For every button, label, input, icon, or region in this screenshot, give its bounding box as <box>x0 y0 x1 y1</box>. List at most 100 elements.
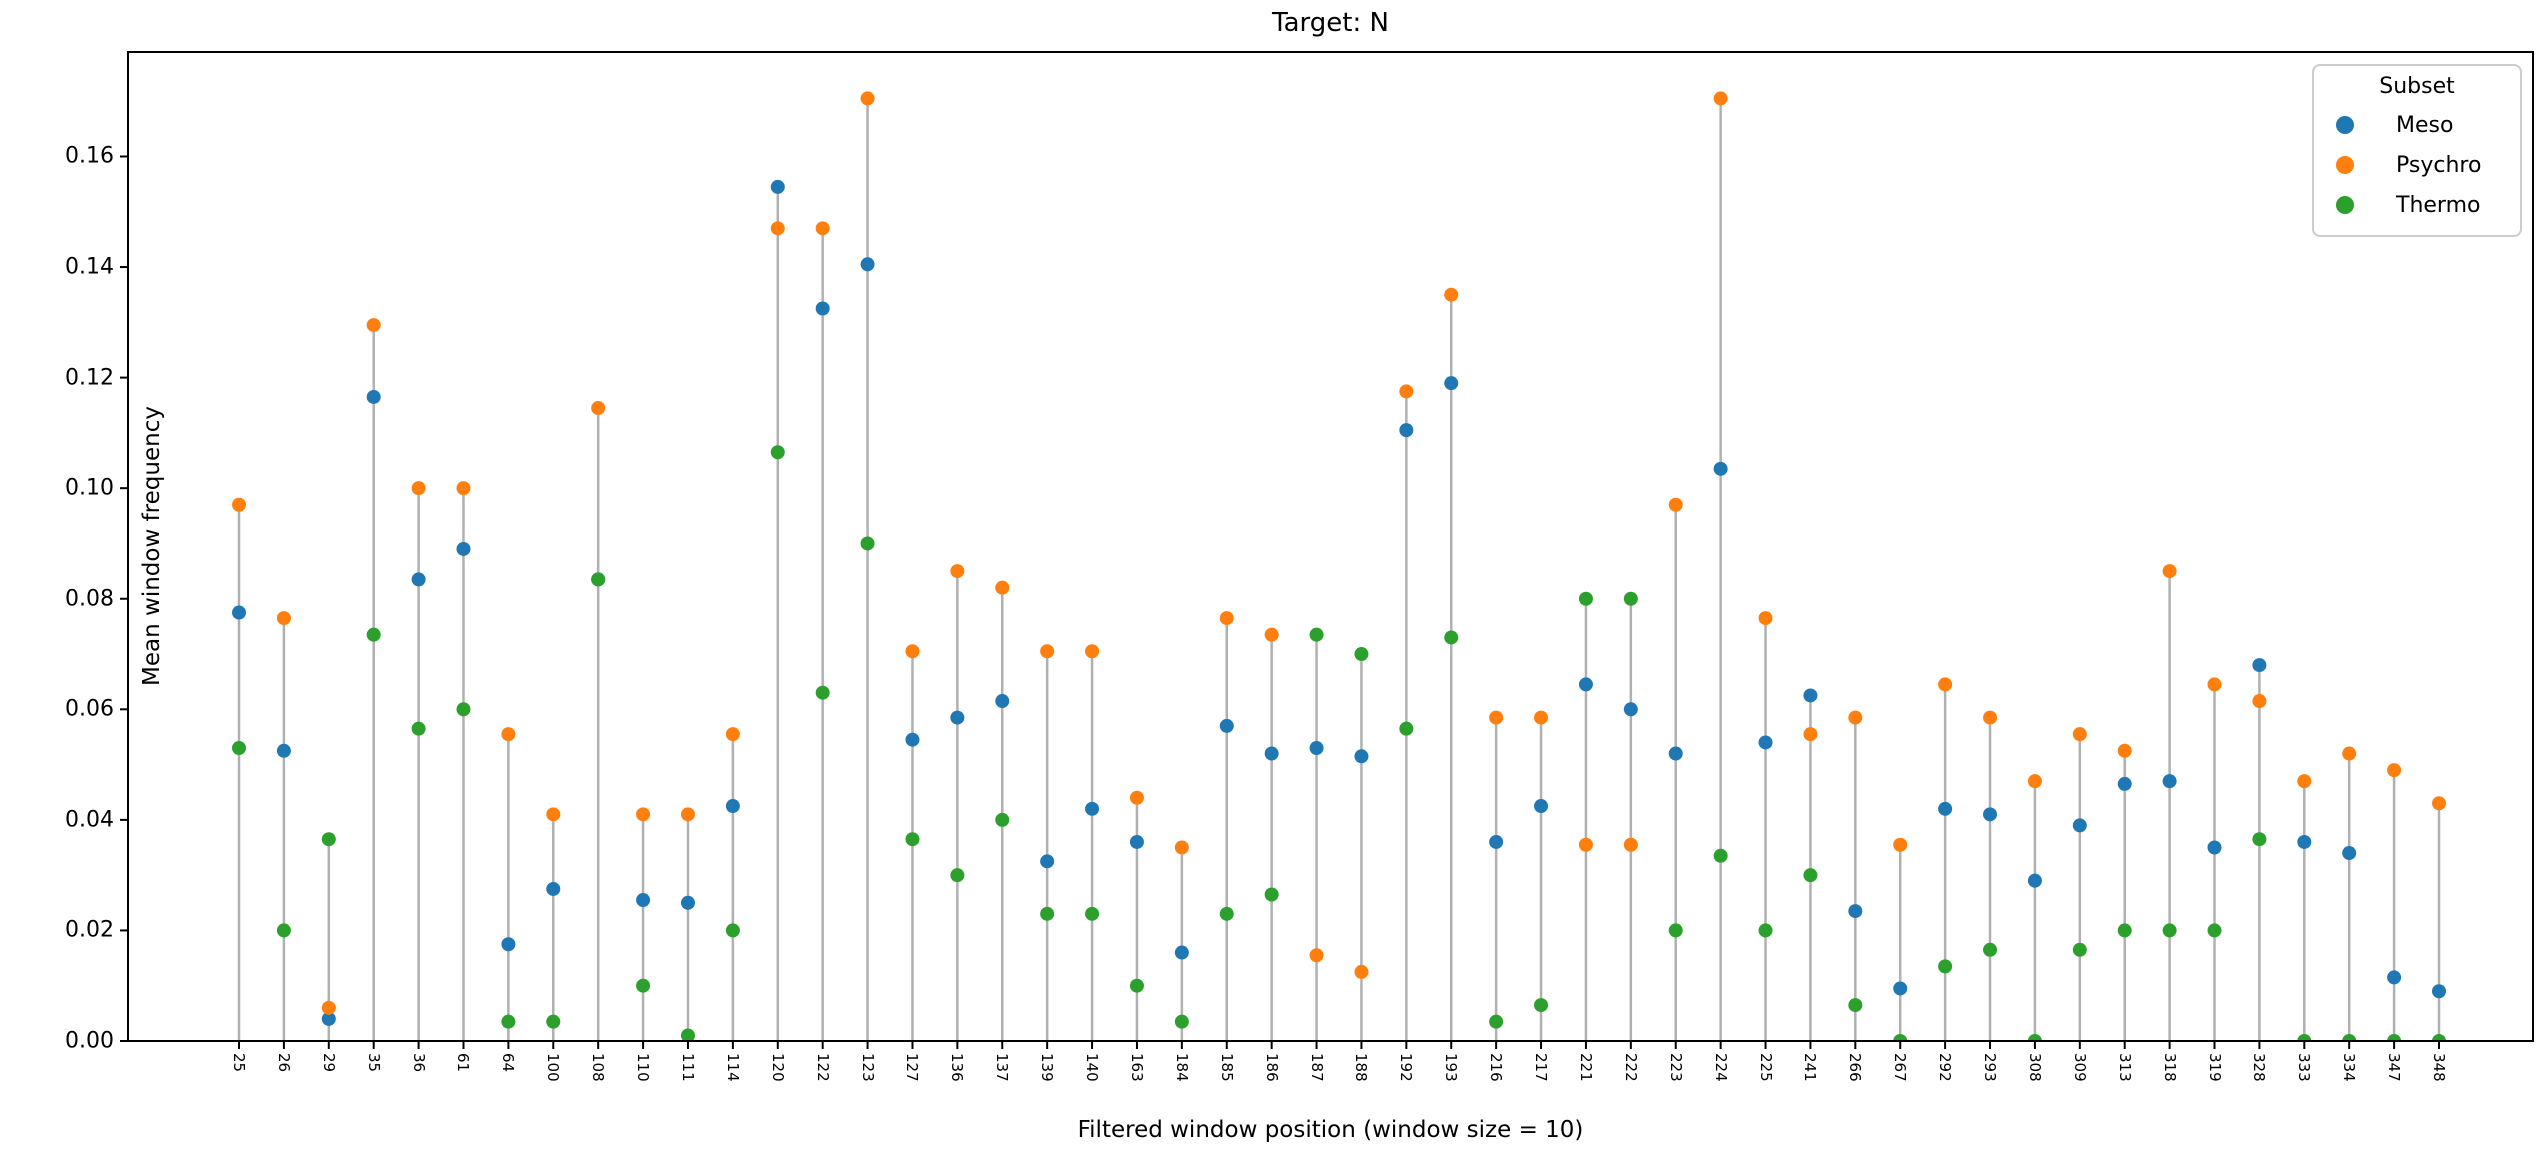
data-point <box>1174 840 1189 855</box>
y-tick-label: 0.12 <box>65 365 114 391</box>
data-point <box>1264 887 1279 902</box>
data-point <box>1534 799 1549 814</box>
data-point <box>1354 647 1369 662</box>
data-point <box>2252 694 2267 709</box>
data-point <box>1174 945 1189 960</box>
data-point <box>1578 591 1593 606</box>
data-point <box>815 221 830 236</box>
legend-swatch-icon <box>2336 116 2354 134</box>
series-points-meso <box>232 179 2446 1026</box>
x-tick-label: 216 <box>1487 1053 1506 1082</box>
data-point <box>1893 981 1908 996</box>
data-point <box>2072 818 2087 833</box>
data-point <box>860 257 875 272</box>
data-point <box>2162 564 2177 579</box>
data-point <box>725 727 740 742</box>
data-point <box>1758 923 1773 938</box>
data-point <box>636 893 651 908</box>
x-tick-label: 61 <box>454 1053 473 1073</box>
data-point <box>2207 840 2222 855</box>
data-point <box>905 644 920 659</box>
data-point <box>1444 630 1459 645</box>
data-point <box>2252 658 2267 673</box>
legend-item-psychro: Psychro <box>2314 145 2520 185</box>
data-point <box>546 807 561 822</box>
data-point <box>2072 727 2087 742</box>
data-point <box>770 221 785 236</box>
x-tick-label: 328 <box>2250 1053 2269 1082</box>
data-point <box>1489 1014 1504 1029</box>
data-point <box>1085 644 1100 659</box>
data-point <box>1444 287 1459 302</box>
data-point <box>770 445 785 460</box>
legend: Subset Meso Psychro Thermo <box>2312 64 2522 237</box>
data-point <box>1803 727 1818 742</box>
data-point <box>1354 964 1369 979</box>
data-point <box>2387 763 2402 778</box>
data-point <box>905 832 920 847</box>
data-point <box>321 832 336 847</box>
y-tick-label: 0.14 <box>65 254 114 280</box>
data-point <box>456 702 471 717</box>
x-tick-label: 193 <box>1442 1053 1461 1082</box>
y-tick-label: 0.02 <box>65 917 114 943</box>
x-tick-label: 137 <box>993 1053 1012 1082</box>
data-point <box>2162 774 2177 789</box>
data-point <box>1085 801 1100 816</box>
data-point <box>411 572 426 587</box>
data-point <box>2342 746 2357 761</box>
data-point <box>276 611 291 626</box>
x-tick-label: 26 <box>274 1053 293 1073</box>
data-point <box>1938 801 1953 816</box>
axes-spines <box>127 51 2534 1042</box>
data-point <box>456 541 471 556</box>
chart-title: Target: N <box>1272 8 1389 38</box>
x-tick-label: 127 <box>903 1053 922 1082</box>
x-tick-label: 139 <box>1038 1053 1057 1082</box>
x-tick-label: 185 <box>1217 1053 1236 1082</box>
data-point <box>1219 906 1234 921</box>
x-axis-label: Filtered window position (window size = … <box>1077 1117 1584 1143</box>
data-point <box>1668 923 1683 938</box>
data-point <box>1264 627 1279 642</box>
x-tick-label: 293 <box>1981 1053 2000 1082</box>
data-point <box>995 580 1010 595</box>
data-point <box>1219 611 1234 626</box>
data-point <box>1938 677 1953 692</box>
data-point <box>1489 710 1504 725</box>
x-tick-label: 308 <box>2025 1053 2044 1082</box>
x-tick-label: 29 <box>319 1053 338 1073</box>
stem-lines <box>237 98 2441 1041</box>
data-point <box>815 685 830 700</box>
x-tick-label: 114 <box>723 1053 742 1082</box>
data-point <box>232 605 246 620</box>
data-point <box>2117 776 2132 791</box>
data-point <box>1085 906 1100 921</box>
data-point <box>905 732 920 747</box>
legend-items: Meso Psychro Thermo <box>2314 105 2520 225</box>
data-point <box>725 799 740 814</box>
data-point <box>2162 923 2177 938</box>
x-tick-label: 136 <box>948 1053 967 1082</box>
data-point <box>1309 627 1324 642</box>
data-point <box>1983 942 1998 957</box>
series-points-thermo <box>232 445 2446 1042</box>
data-point <box>950 564 965 579</box>
x-tick-label: 192 <box>1397 1053 1416 1082</box>
x-tick-label: 108 <box>589 1053 608 1082</box>
data-point <box>1668 746 1683 761</box>
data-point <box>411 481 426 496</box>
data-point <box>1534 710 1549 725</box>
legend-item-label: Meso <box>2396 112 2454 138</box>
data-point <box>366 627 381 642</box>
data-point <box>1040 906 1055 921</box>
data-point <box>636 807 651 822</box>
x-tick-label: 36 <box>409 1053 428 1073</box>
data-point <box>1983 710 1998 725</box>
data-point <box>1309 741 1324 756</box>
x-tick-label: 217 <box>1532 1053 1551 1082</box>
x-tick-label: 225 <box>1756 1053 1775 1082</box>
y-tick-label: 0.08 <box>65 586 114 612</box>
data-point <box>1578 677 1593 692</box>
data-point <box>1309 948 1324 963</box>
